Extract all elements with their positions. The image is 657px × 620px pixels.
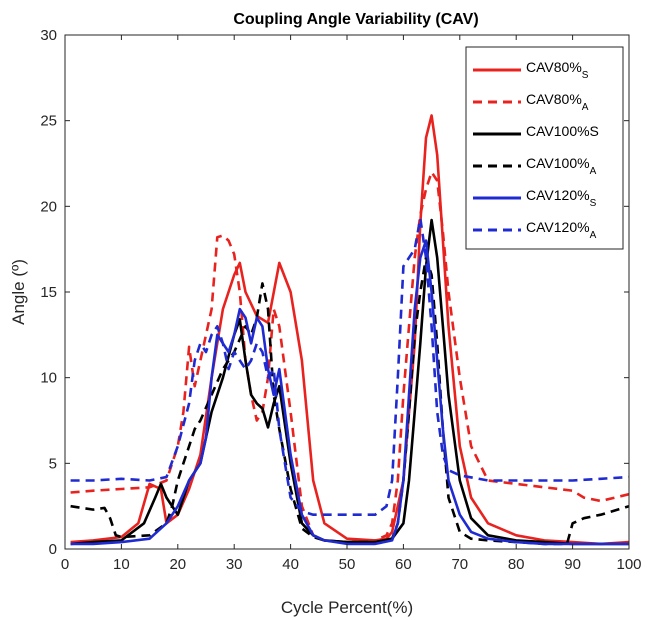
series-line-cav120-s [70,239,629,546]
y-tick-label: 25 [40,113,57,130]
x-tick-label: 70 [451,556,468,573]
y-tick-label: 5 [49,455,57,472]
y-tick-label: 30 [40,27,57,44]
x-tick-label: 90 [564,556,581,573]
x-tick-label: 20 [169,556,186,573]
series-line-cav100-s [70,218,629,546]
series-layer [70,114,630,546]
y-tick-label: 15 [40,284,57,301]
series-line-cav120-a [70,217,630,516]
x-tick-label: 0 [61,556,69,573]
legend-label: CAV100%S [526,123,599,139]
legend-box [465,46,624,250]
y-axis-label: Angle (º) [9,259,28,325]
ticks-layer: 0 10 20 30 40 50 60 70 80 90 100 0 5 10 15 20 25 30 [40,27,641,573]
x-tick-label: 60 [395,556,412,573]
x-tick-label: 100 [616,556,641,573]
x-tick-label: 80 [508,556,525,573]
series-line-cav80-s [70,114,630,546]
y-tick-label: 0 [49,541,57,558]
x-tick-label: 40 [282,556,299,573]
y-tick-label: 10 [40,370,57,387]
legend: CAV80%SCAV80%ACAV100%SCAV100%ACAV120%SCA… [465,46,624,250]
series-line-cav80-a [70,170,630,544]
series-line-cav100-a [70,256,630,546]
y-tick-label: 20 [40,198,57,215]
x-tick-label: 10 [113,556,130,573]
x-axis-label: Cycle Percent(%) [281,598,413,617]
x-tick-label: 50 [339,556,356,573]
chart-title: Coupling Angle Variability (CAV) [233,11,478,28]
x-tick-label: 30 [226,556,243,573]
